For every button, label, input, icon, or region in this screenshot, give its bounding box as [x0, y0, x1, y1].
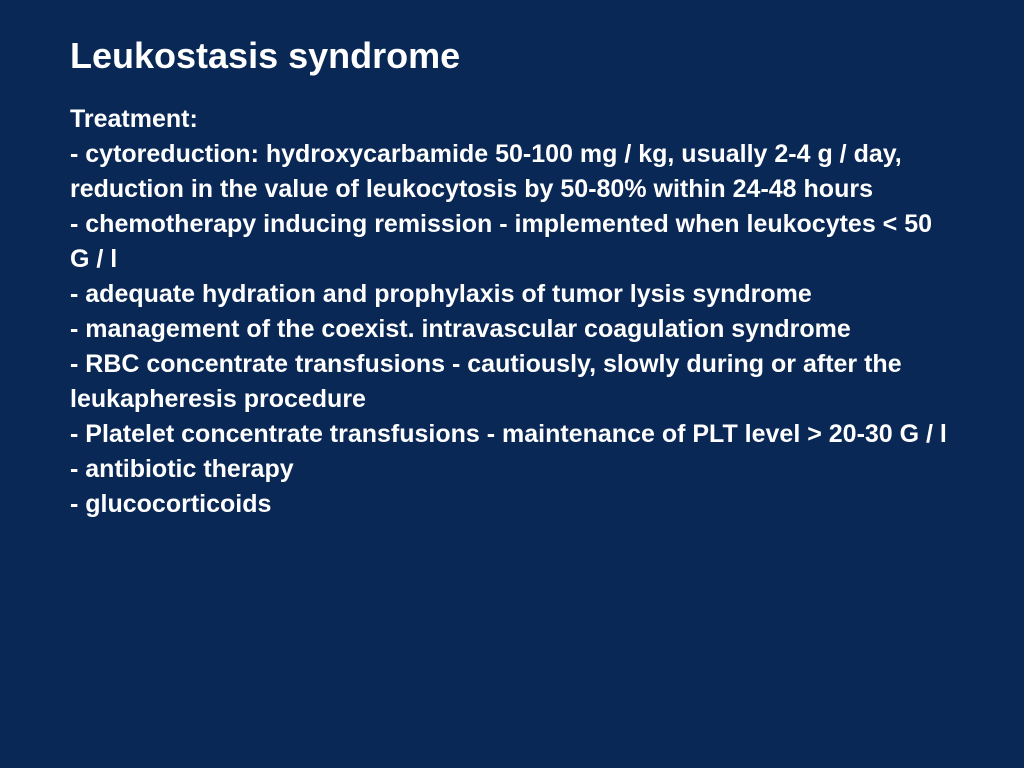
bullet-item: - cytoreduction: hydroxycarbamide 50-100…: [70, 137, 954, 207]
bullet-item: - Platelet concentrate transfusions - ma…: [70, 417, 954, 452]
bullet-item: - management of the coexist. intravascul…: [70, 312, 954, 347]
slide-title: Leukostasis syndrome: [70, 35, 954, 77]
bullet-item: - RBC concentrate transfusions - cautiou…: [70, 347, 954, 417]
bullet-item: - adequate hydration and prophylaxis of …: [70, 277, 954, 312]
section-heading: Treatment:: [70, 102, 954, 137]
bullet-item: - glucocorticoids: [70, 487, 954, 522]
bullet-item: - chemotherapy inducing remission - impl…: [70, 207, 954, 277]
slide-content: Treatment: - cytoreduction: hydroxycarba…: [70, 102, 954, 522]
bullet-item: - antibiotic therapy: [70, 452, 954, 487]
